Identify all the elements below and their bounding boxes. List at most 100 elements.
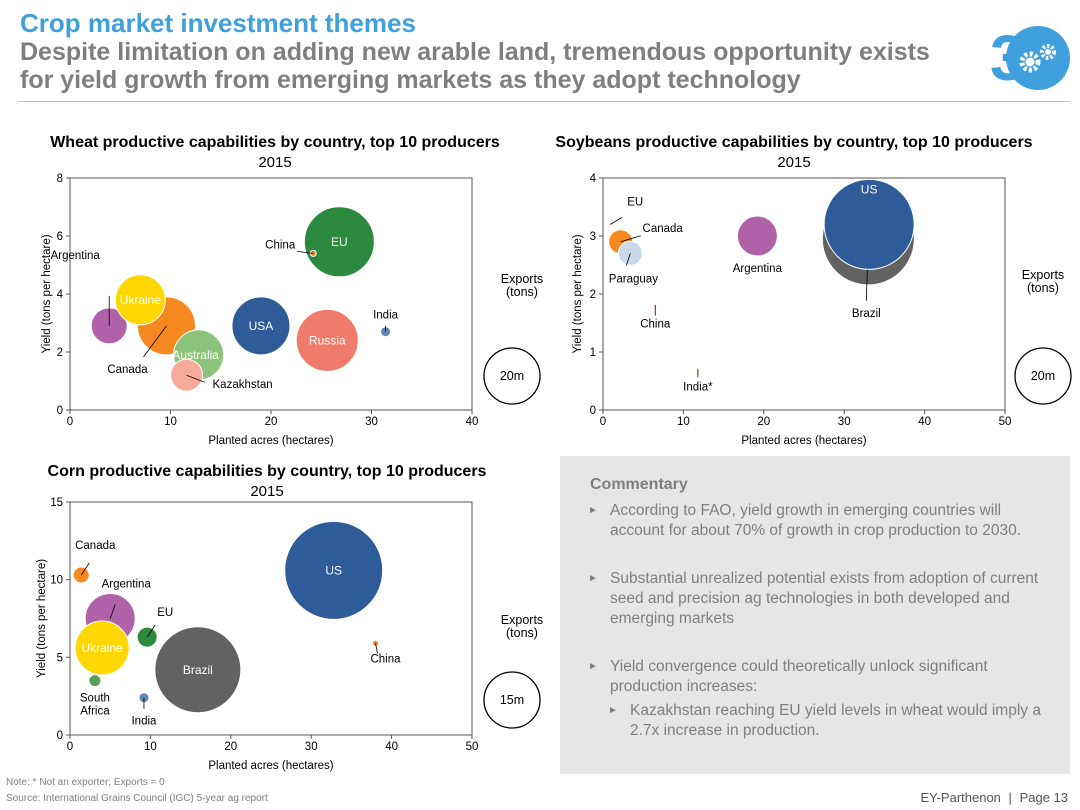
exports-legend-value: 20m	[1031, 369, 1055, 383]
label-leader	[109, 604, 116, 619]
bubble-label: India*	[683, 381, 713, 393]
y-tick-label: 0	[590, 405, 596, 417]
bullet-arrow-icon: ►	[588, 661, 598, 672]
exports-legend-bubble	[1014, 347, 1072, 405]
label-leader	[186, 374, 205, 383]
bubble-label: Paraguay	[609, 273, 658, 285]
exports-legend-bubble	[483, 671, 541, 729]
exports-legend-bubble	[483, 347, 541, 405]
bubble-label: US	[325, 563, 342, 577]
bubble-southafrica	[88, 674, 102, 688]
bullet-text: According to FAO, yield growth in emergi…	[610, 502, 1022, 539]
x-tick-label: 0	[67, 741, 73, 753]
bubble-label: Argentina	[733, 263, 783, 275]
footer-brand: EY-Parthenon	[920, 790, 1001, 805]
x-tick-label: 40	[466, 416, 479, 428]
label-leader	[620, 235, 641, 243]
label-leader	[143, 325, 167, 358]
bubble-russia	[295, 308, 359, 372]
chart-title: Soybeans productive capabilities by coun…	[555, 134, 1032, 151]
y-tick-label: 4	[590, 173, 597, 185]
label-leader	[375, 643, 378, 654]
bubble-label: Canada	[643, 223, 684, 235]
bubble-label: China	[265, 239, 296, 251]
x-tick-label: 20	[757, 416, 770, 428]
bubble-label: Canada	[107, 364, 148, 376]
bubble-label: Australia	[172, 348, 219, 362]
y-tick-label: 6	[57, 231, 63, 243]
logo-icon: 3	[990, 22, 1070, 94]
y-tick-label: 1	[590, 347, 596, 359]
x-axis-label: Planted acres (hectares)	[208, 435, 333, 447]
bubble-label: Ukraine	[81, 641, 123, 655]
x-tick-label: 10	[677, 416, 690, 428]
exports-legend-label: Exports (tons)	[1022, 268, 1064, 295]
bubble-label: Argentina	[51, 250, 101, 262]
bubble-label: Russia	[309, 333, 346, 347]
y-tick-label: 2	[590, 289, 596, 301]
bubble-us	[284, 520, 384, 620]
x-tick-label: 30	[838, 416, 851, 428]
bubble-ukraine	[74, 620, 130, 676]
bullet-arrow-icon: ►	[588, 505, 598, 516]
label-leader	[297, 251, 314, 254]
y-tick-label: 10	[50, 575, 63, 587]
corn-chart: Corn productive capabilities by country,…	[36, 463, 543, 772]
x-tick-label: 20	[265, 416, 278, 428]
bubble-eu	[303, 206, 375, 278]
y-tick-label: 15	[50, 497, 63, 509]
header-divider	[18, 101, 1070, 102]
y-axis-label: Yield (tons per hectare)	[572, 234, 584, 353]
x-tick-label: 10	[144, 741, 157, 753]
bubble-label: Canada	[75, 540, 116, 552]
page-subtitle: Despite limitation on adding new arable …	[20, 38, 930, 94]
exports-legend-label: Exports (tons)	[501, 272, 543, 299]
plot-area	[602, 177, 1006, 411]
y-axis-label: Yield (tons per hectare)	[36, 559, 48, 678]
commentary-heading: Commentary	[590, 476, 688, 493]
footer: EY-Parthenon | Page 13	[920, 790, 1068, 805]
x-tick-label: 40	[918, 416, 931, 428]
bubble-label: Kazakhstan	[213, 379, 273, 391]
chart-title: Wheat productive capabilities by country…	[50, 134, 500, 151]
bubble-label: Brazil	[183, 663, 213, 677]
footnote: Note: * Not an exporter; Exports = 0	[6, 777, 165, 788]
x-tick-label: 0	[600, 416, 606, 428]
x-tick-label: 30	[305, 741, 318, 753]
y-tick-label: 5	[57, 652, 63, 664]
bubble-label: India	[373, 310, 399, 322]
source-note: Source: International Grains Council (IG…	[6, 793, 268, 804]
y-tick-label: 2	[57, 347, 63, 359]
chart-year: 2015	[258, 154, 291, 171]
bubble-argentina	[736, 215, 778, 257]
chart-year: 2015	[777, 154, 810, 171]
y-tick-label: 4	[57, 289, 64, 301]
footer-separator: |	[1008, 790, 1012, 805]
bubble-us	[823, 178, 915, 270]
y-axis-label: Yield (tons per hectare)	[41, 234, 53, 353]
bubble-label: India	[131, 716, 157, 728]
x-tick-label: 30	[365, 416, 378, 428]
bubble-usa	[231, 296, 291, 356]
soybeans-chart: Soybeans productive capabilities by coun…	[555, 134, 1072, 447]
y-tick-label: 0	[57, 730, 63, 742]
chart-title: Corn productive capabilities by country,…	[48, 463, 487, 480]
bubble-brazil	[154, 626, 242, 714]
plot-area	[69, 501, 473, 736]
bubble-label: Argentina	[102, 579, 152, 591]
label-leader	[610, 217, 623, 225]
chart-year: 2015	[250, 483, 283, 500]
bullet-text: Substantial unrealized potential exists …	[610, 570, 1039, 627]
y-tick-label: 0	[57, 405, 63, 417]
exports-legend-value: 15m	[500, 693, 524, 707]
x-tick-label: 0	[67, 416, 73, 428]
sub-bullet-text: Kazakhstan reaching EU yield levels in w…	[630, 702, 1041, 739]
label-leader	[80, 562, 90, 576]
bubble-label: EU	[157, 607, 173, 619]
bubble-label: China	[370, 653, 401, 665]
bubble-label: China	[640, 319, 671, 331]
bullet-text: Yield convergence could theoretically un…	[610, 658, 988, 695]
bubble-ukraine	[114, 274, 166, 326]
gear-icon	[1019, 44, 1056, 73]
bubble-label: EU	[627, 196, 643, 208]
